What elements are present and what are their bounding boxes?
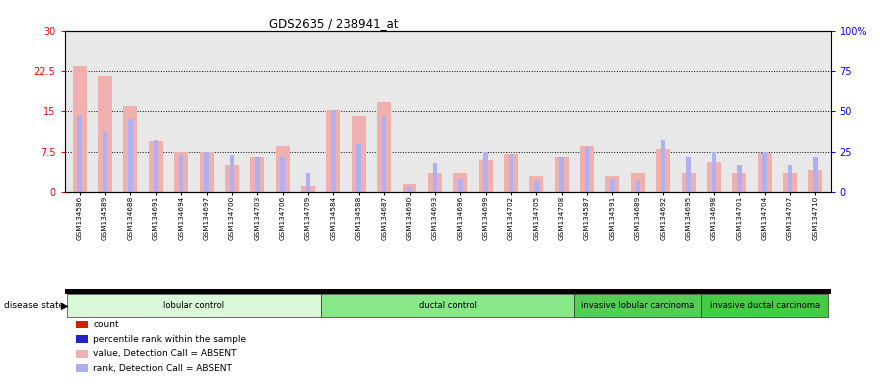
Bar bbox=[686, 157, 691, 192]
Bar bbox=[276, 146, 289, 192]
Bar bbox=[306, 173, 310, 192]
Bar bbox=[174, 152, 188, 192]
Text: rank, Detection Call = ABSENT: rank, Detection Call = ABSENT bbox=[93, 364, 232, 373]
Text: disease state: disease state bbox=[4, 301, 65, 310]
Bar bbox=[732, 173, 746, 192]
Bar bbox=[229, 155, 234, 192]
Bar bbox=[783, 173, 797, 192]
Bar bbox=[255, 157, 260, 192]
Bar bbox=[357, 144, 361, 192]
Text: invasive lobular carcinoma: invasive lobular carcinoma bbox=[582, 301, 694, 310]
Bar bbox=[559, 157, 564, 192]
Bar bbox=[631, 173, 645, 192]
Text: GDS2635 / 238941_at: GDS2635 / 238941_at bbox=[269, 17, 399, 30]
Bar bbox=[402, 184, 417, 192]
Bar bbox=[99, 76, 112, 192]
Bar bbox=[103, 132, 108, 192]
Bar bbox=[682, 173, 695, 192]
Bar bbox=[606, 176, 619, 192]
Bar bbox=[635, 181, 640, 192]
Bar bbox=[555, 157, 569, 192]
Bar bbox=[711, 152, 716, 192]
Bar bbox=[504, 154, 518, 192]
Bar bbox=[326, 110, 340, 192]
Bar bbox=[509, 155, 513, 192]
Bar bbox=[200, 152, 213, 192]
Bar bbox=[813, 157, 818, 192]
Bar bbox=[758, 153, 771, 192]
Bar bbox=[204, 152, 209, 192]
Bar bbox=[301, 185, 315, 192]
Bar bbox=[250, 157, 264, 192]
Bar bbox=[433, 163, 437, 192]
Bar bbox=[124, 106, 137, 192]
Text: ▶: ▶ bbox=[61, 300, 68, 310]
Text: percentile rank within the sample: percentile rank within the sample bbox=[93, 334, 246, 344]
Bar bbox=[332, 110, 336, 192]
Text: invasive ductal carcinoma: invasive ductal carcinoma bbox=[710, 301, 820, 310]
Text: count: count bbox=[93, 320, 119, 329]
Bar bbox=[530, 176, 543, 192]
Bar bbox=[382, 116, 386, 192]
Bar bbox=[377, 102, 392, 192]
Bar bbox=[225, 165, 239, 192]
Text: ductal control: ductal control bbox=[418, 301, 477, 310]
Bar bbox=[661, 141, 666, 192]
Bar bbox=[788, 165, 792, 192]
Bar bbox=[458, 179, 462, 192]
Bar bbox=[153, 141, 158, 192]
Bar bbox=[280, 157, 285, 192]
Bar bbox=[534, 181, 538, 192]
Bar bbox=[428, 173, 442, 192]
Bar bbox=[149, 141, 163, 192]
Bar bbox=[580, 146, 594, 192]
Bar bbox=[352, 116, 366, 192]
Bar bbox=[77, 114, 82, 192]
Bar bbox=[128, 119, 133, 192]
Bar bbox=[656, 149, 670, 192]
Text: lobular control: lobular control bbox=[163, 301, 224, 310]
Bar bbox=[737, 165, 742, 192]
Bar bbox=[179, 155, 184, 192]
Bar bbox=[610, 179, 615, 192]
Text: value, Detection Call = ABSENT: value, Detection Call = ABSENT bbox=[93, 349, 237, 358]
Bar bbox=[73, 66, 87, 192]
Bar bbox=[808, 170, 823, 192]
Bar bbox=[585, 147, 590, 192]
Bar bbox=[483, 152, 488, 192]
Bar bbox=[453, 173, 467, 192]
Bar bbox=[762, 152, 767, 192]
Bar bbox=[707, 162, 721, 192]
Bar bbox=[478, 160, 493, 192]
Bar bbox=[407, 187, 412, 192]
